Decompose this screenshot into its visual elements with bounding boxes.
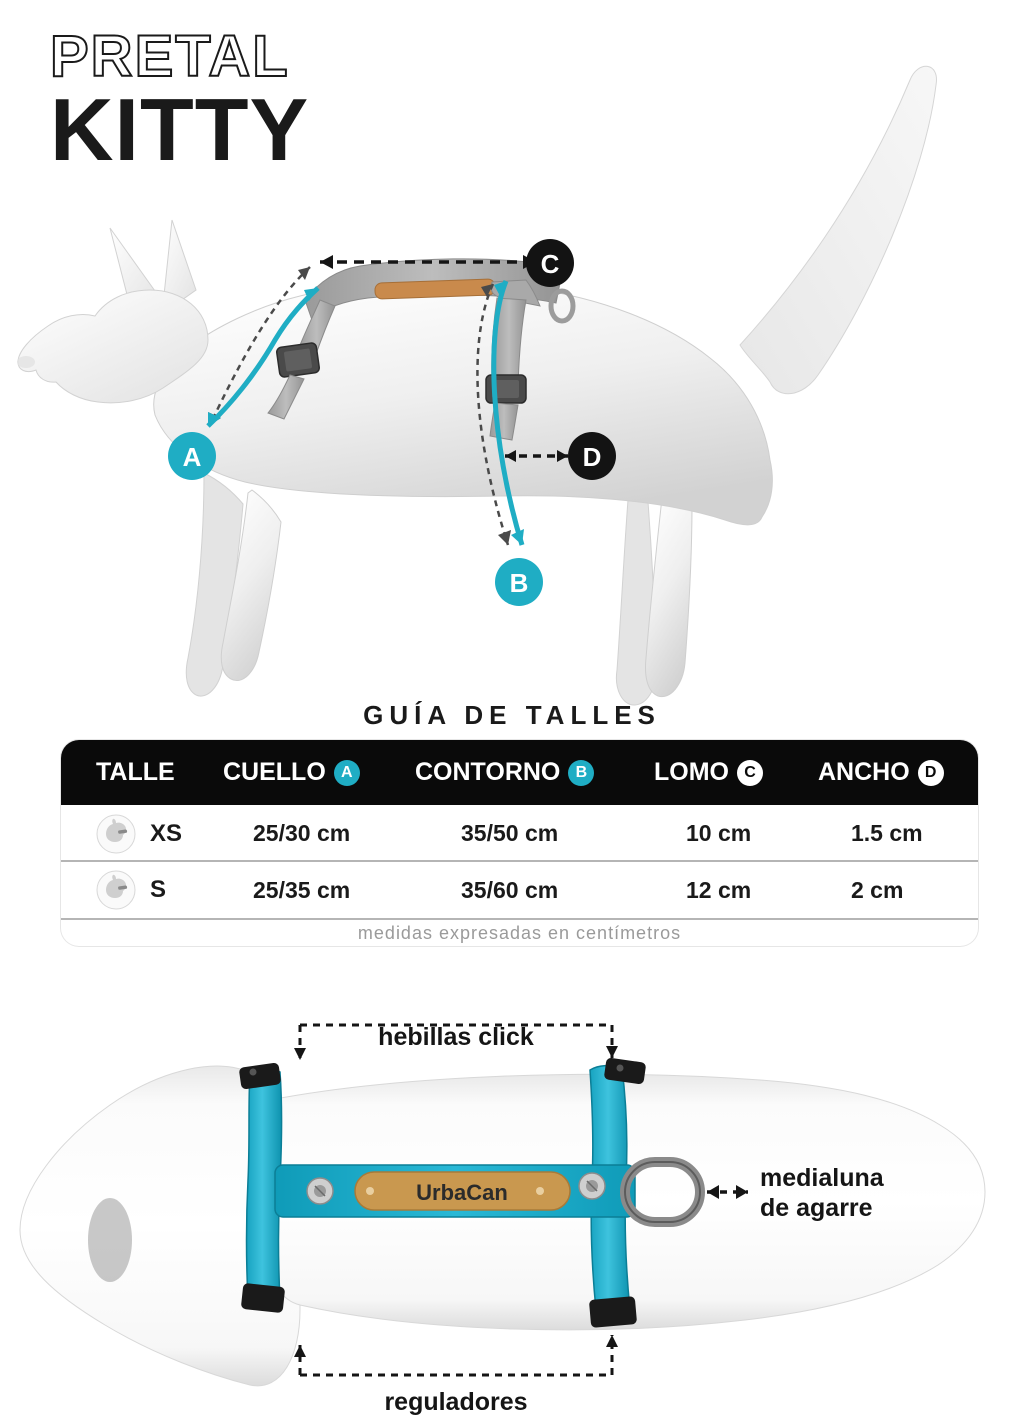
svg-text:D: D [583,442,602,472]
svg-text:A: A [183,442,202,472]
svg-text:hebillas click: hebillas click [378,1023,534,1051]
svg-text:B: B [510,568,529,598]
svg-text:de agarre: de agarre [760,1194,873,1222]
svg-text:UrbaCan: UrbaCan [416,1180,508,1205]
svg-text:medialuna: medialuna [760,1164,885,1192]
svg-text:reguladores: reguladores [384,1388,527,1416]
svg-text:C: C [541,249,560,279]
